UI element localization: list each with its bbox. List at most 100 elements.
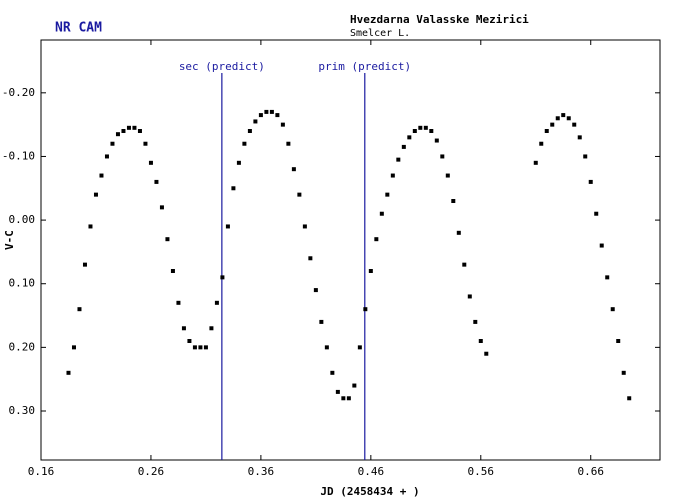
- data-point: [401, 144, 406, 149]
- data-point: [275, 113, 280, 118]
- data-point: [456, 230, 461, 235]
- data-point: [385, 192, 390, 197]
- data-point: [280, 122, 285, 127]
- x-tick-label: 0.16: [28, 465, 55, 478]
- data-point: [478, 339, 483, 343]
- data-point: [291, 167, 296, 172]
- data-point: [154, 179, 159, 184]
- data-point: [313, 288, 318, 293]
- data-point: [264, 109, 269, 114]
- x-tick-label: 0.56: [468, 465, 495, 478]
- data-point: [143, 141, 148, 146]
- data-point: [451, 199, 456, 203]
- data-point: [225, 224, 230, 229]
- observatory: Hvezdarna Valasske Mezirici: [350, 13, 529, 26]
- data-point: [77, 307, 82, 312]
- data-point: [418, 125, 423, 130]
- data-point: [467, 294, 472, 299]
- data-point: [577, 135, 582, 140]
- data-point: [621, 370, 626, 375]
- data-point: [297, 192, 302, 197]
- data-point: [253, 119, 258, 124]
- data-point: [533, 160, 538, 165]
- data-point: [82, 262, 87, 267]
- chart-title: NR CAM: [55, 21, 102, 36]
- data-point: [627, 396, 632, 401]
- data-point: [192, 345, 197, 350]
- x-tick-label: 0.36: [248, 465, 275, 478]
- data-point: [445, 173, 450, 178]
- data-point: [572, 122, 577, 127]
- data-point: [66, 370, 71, 375]
- data-point: [236, 160, 241, 165]
- data-point: [104, 154, 109, 159]
- data-point: [434, 138, 439, 143]
- data-point: [588, 179, 593, 184]
- data-point: [231, 186, 236, 191]
- data-point: [605, 275, 610, 280]
- data-point: [258, 113, 263, 118]
- data-point: [187, 339, 192, 343]
- data-point: [335, 389, 340, 394]
- x-tick-label: 0.46: [358, 465, 385, 478]
- data-point: [550, 122, 555, 127]
- data-point: [121, 129, 126, 133]
- data-point: [346, 396, 351, 401]
- data-point: [170, 269, 175, 273]
- data-point: [473, 319, 478, 324]
- prediction-label: prim (predict): [318, 60, 411, 73]
- y-tick-label: -0.10: [2, 149, 35, 162]
- data-point: [176, 300, 181, 305]
- data-point: [390, 173, 395, 178]
- data-point: [198, 345, 203, 350]
- data-point: [341, 396, 346, 401]
- data-point: [544, 129, 549, 133]
- data-point: [181, 326, 186, 331]
- data-point: [407, 135, 412, 140]
- data-point: [99, 173, 104, 178]
- data-point: [302, 224, 307, 229]
- data-point: [368, 269, 373, 273]
- data-point: [319, 319, 324, 324]
- data-point: [539, 141, 544, 146]
- data-point: [561, 113, 566, 118]
- data-point: [412, 129, 417, 133]
- data-point: [555, 116, 560, 121]
- data-point: [137, 129, 142, 133]
- data-point: [115, 132, 120, 137]
- y-tick-label: 0.30: [9, 404, 36, 417]
- data-point: [242, 141, 247, 146]
- x-tick-label: 0.26: [138, 465, 165, 478]
- data-point: [165, 237, 170, 242]
- data-point: [396, 157, 401, 162]
- data-point: [308, 256, 313, 261]
- data-point: [484, 351, 489, 356]
- data-point: [423, 125, 428, 130]
- data-point: [269, 109, 274, 114]
- data-point: [88, 224, 93, 229]
- data-point: [357, 345, 362, 350]
- data-point: [148, 160, 153, 165]
- x-tick-label: 0.66: [577, 465, 604, 478]
- data-point: [247, 129, 252, 133]
- data-point: [566, 116, 571, 121]
- data-point: [352, 383, 357, 388]
- data-point: [462, 262, 467, 267]
- y-tick-label: -0.20: [2, 86, 35, 99]
- data-point: [132, 125, 137, 130]
- y-tick-label: 0.10: [9, 277, 36, 290]
- data-point: [220, 275, 225, 280]
- x-axis-label: JD (2458434 + ): [320, 485, 419, 498]
- data-point: [616, 339, 621, 343]
- data-point: [209, 326, 214, 331]
- data-point: [93, 192, 98, 197]
- data-point: [126, 125, 131, 130]
- plot-frame: [40, 39, 661, 461]
- data-point: [594, 211, 599, 216]
- data-point: [324, 345, 329, 350]
- y-tick-label: 0.00: [9, 213, 36, 226]
- data-point: [583, 154, 588, 159]
- data-point: [440, 154, 445, 159]
- observer: Smelcer L.: [350, 28, 410, 39]
